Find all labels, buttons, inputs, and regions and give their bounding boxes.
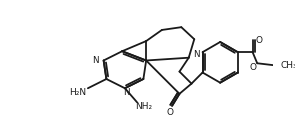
Text: O: O (167, 108, 174, 117)
Text: N: N (193, 50, 200, 59)
Text: O: O (255, 36, 263, 45)
Text: N: N (124, 88, 130, 97)
Text: H₂N: H₂N (69, 88, 86, 97)
Text: O: O (249, 63, 256, 72)
Text: NH₂: NH₂ (135, 102, 152, 111)
Text: CH₃: CH₃ (280, 61, 295, 70)
Text: N: N (93, 56, 99, 65)
